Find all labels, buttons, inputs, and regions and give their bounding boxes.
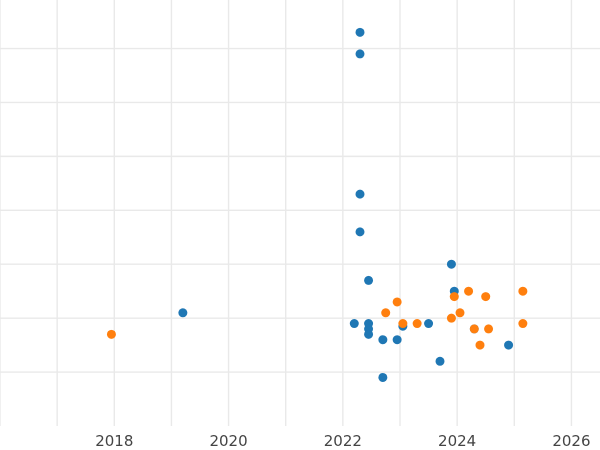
scatter-point-series-1 — [364, 329, 374, 339]
scatter-point-series-1 — [435, 356, 445, 366]
x-tick-label: 2026 — [552, 432, 590, 450]
scatter-point-series-2 — [481, 292, 491, 302]
x-tick-label: 2020 — [209, 432, 247, 450]
scatter-point-series-1 — [504, 340, 514, 350]
x-tick-label: 2018 — [95, 432, 133, 450]
scatter-point-series-1 — [355, 27, 365, 37]
scatter-point-series-1 — [378, 335, 388, 345]
scatter-point-series-2 — [484, 324, 494, 334]
scatter-point-series-2 — [449, 292, 459, 302]
scatter-point-series-1 — [178, 308, 188, 318]
x-axis-ticks: 2018 2020 2022 2024 2026 — [95, 432, 590, 450]
scatter-point-series-2 — [475, 340, 485, 350]
scatter-point-series-2 — [446, 313, 456, 323]
chart-points — [106, 27, 528, 382]
scatter-point-series-1 — [378, 372, 388, 382]
scatter-point-series-1 — [355, 227, 365, 237]
scatter-point-series-1 — [355, 49, 365, 59]
scatter-point-series-2 — [518, 286, 528, 296]
scatter-point-series-1 — [446, 259, 456, 269]
scatter-point-series-1 — [364, 275, 374, 285]
scatter-point-series-1 — [349, 319, 359, 329]
scatter-point-series-2 — [392, 297, 402, 307]
scatter-point-series-2 — [412, 319, 422, 329]
scatter-point-series-1 — [392, 335, 402, 345]
x-tick-label: 2022 — [324, 432, 362, 450]
scatter-point-series-2 — [398, 319, 408, 329]
scatter-point-series-1 — [424, 319, 434, 329]
scatter-point-series-2 — [455, 308, 465, 318]
scatter-point-series-2 — [106, 329, 116, 339]
scatter-point-series-1 — [355, 189, 365, 199]
scatter-point-series-2 — [518, 319, 528, 329]
scatter-point-series-2 — [381, 308, 391, 318]
chart-grid — [0, 0, 600, 426]
x-tick-label: 2024 — [438, 432, 476, 450]
scatter-point-series-2 — [464, 286, 474, 296]
scatter-point-series-2 — [469, 324, 479, 334]
